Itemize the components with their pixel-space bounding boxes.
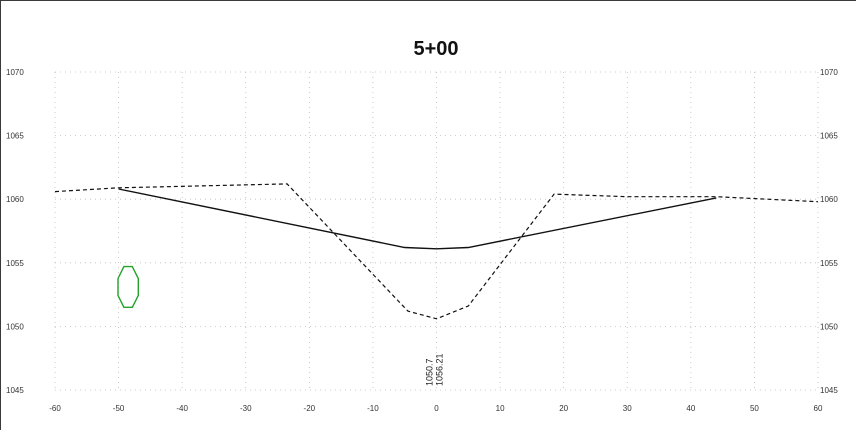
x-tick-label: 60 [814,404,823,413]
x-tick-label: 30 [623,404,632,413]
x-tick-label: -60 [49,404,61,413]
chart-title: 5+00 [413,38,458,60]
y-tick-label-right: 1045 [820,386,838,395]
x-tick-label: 20 [559,404,568,413]
dashed-profile-line [54,183,819,320]
series-layer [54,183,819,320]
y-tick-label-left: 1070 [6,68,24,77]
y-tick-label-left: 1045 [6,386,24,395]
grid-layer [54,71,819,391]
x-tick-label: -50 [113,404,125,413]
y-tick-label-right: 1065 [820,132,838,141]
marker-layer [117,265,140,308]
y-tick-label-right: 1055 [820,259,838,268]
data-label: 1056.21 [435,353,445,386]
x-tick-label: -20 [304,404,316,413]
annotation-layer: 1050.7 1056.21 [425,353,445,386]
solid-profile-line [118,188,717,250]
x-tick-label: 0 [434,404,439,413]
x-tick-label: 50 [750,404,759,413]
y-tick-label-right: 1060 [820,195,838,204]
data-label: 1050.7 [425,358,435,386]
octagon-marker [117,265,140,308]
y-tick-label-left: 1055 [6,259,24,268]
x-tick-label: -30 [240,404,252,413]
y-tick-label-right: 1070 [820,68,838,77]
x-tick-label: -40 [176,404,188,413]
x-tick-label: 40 [686,404,695,413]
y-tick-label-left: 1065 [6,132,24,141]
y-tick-label-left: 1060 [6,195,24,204]
y-tick-label-left: 1050 [6,322,24,331]
y-tick-label-right: 1050 [820,322,838,331]
x-tick-label: 10 [496,404,505,413]
x-tick-label: -10 [367,404,379,413]
